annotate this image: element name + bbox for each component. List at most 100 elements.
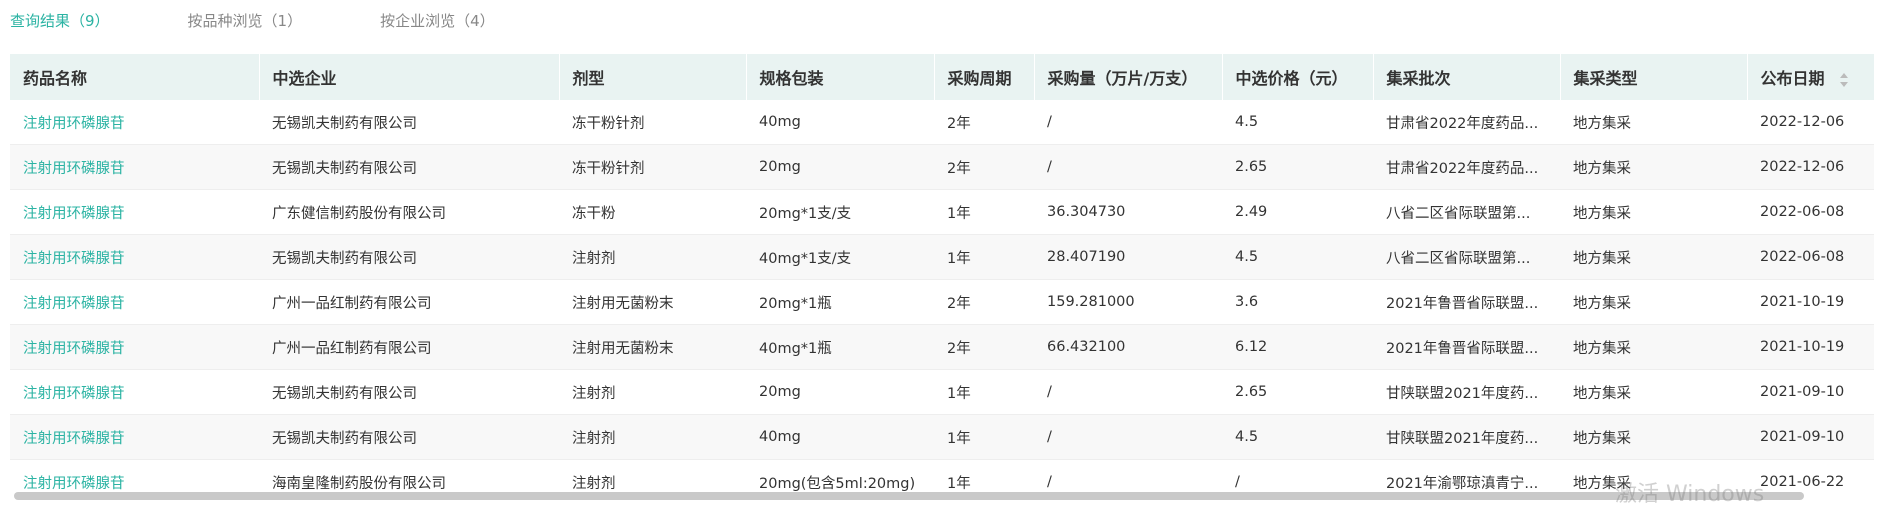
table-cell: 2021-06-22 — [1747, 459, 1874, 495]
table-cell: 40mg*1瓶 — [746, 324, 934, 370]
tab[interactable]: 按企业浏览（4） — [380, 12, 495, 30]
table-body: 注射用环磷腺苷 无锡凯夫制药有限公司 冻干粉针剂 40mg 2年/4.5 甘肃省2022年… — [10, 100, 1874, 495]
horizontal-scrollbar[interactable] — [14, 492, 1804, 500]
tab[interactable]: 按品种浏览（1） — [187, 12, 303, 30]
column-header: 规格包装 — [746, 54, 935, 100]
table-cell: 66.432100 — [1034, 324, 1222, 370]
result-table: 药品名称 中选企业 剂型 规格包装 采购周期 采购量（万片/万支） 中选价格（元） 集采批次 集… — [10, 54, 1874, 495]
table-cell: 地方集采 — [1560, 144, 1747, 190]
table-cell: 6.12 — [1222, 324, 1373, 370]
table-cell: 地方集采 — [1560, 189, 1747, 235]
column-header: 集采批次 — [1373, 54, 1561, 100]
table-cell: 2021-09-10 — [1747, 369, 1874, 415]
drug-link[interactable]: 注射用环磷腺苷 — [10, 459, 259, 495]
column-header: 中选企业 — [259, 54, 560, 100]
table-cell: 28.407190 — [1034, 234, 1222, 280]
header-text: 剂型 — [572, 69, 605, 88]
table-cell: 36.304730 — [1034, 189, 1222, 235]
table-row: 注射用环磷腺苷 海南皇隆制药股份有限公司 注射剂 20mg(包含5ml:20mg) 1年… — [10, 459, 1874, 495]
tabs: 查询结果（9） 按品种浏览（1） 按企业浏览（4） — [10, 8, 573, 34]
table-cell: 2年 — [934, 279, 1034, 325]
table-cell: 无锡凯夫制药有限公司 — [259, 100, 559, 145]
table-cell: 40mg*1支/支 — [746, 234, 934, 280]
table-cell: 广州一品红制药有限公司 — [259, 324, 559, 370]
table-cell: 2022-06-08 — [1747, 189, 1874, 235]
table-cell: 20mg — [746, 369, 934, 415]
table-cell: 1年 — [934, 369, 1034, 415]
drug-link[interactable]: 注射用环磷腺苷 — [10, 414, 259, 460]
table-cell: 4.5 — [1222, 414, 1373, 460]
drug-link[interactable]: 注射用环磷腺苷 — [10, 324, 259, 370]
table-cell: 地方集采 — [1560, 324, 1747, 370]
header-text: 采购量（万片/万支） — [1047, 69, 1198, 88]
table-cell: 2年 — [934, 324, 1034, 370]
column-header: 剂型 — [559, 54, 747, 100]
table-cell: 2022-06-08 — [1747, 234, 1874, 280]
table-cell: 海南皇隆制药股份有限公司 — [259, 459, 559, 495]
table-cell: 2.65 — [1222, 369, 1373, 415]
table-row: 注射用环磷腺苷 无锡凯夫制药有限公司 注射剂 40mg 1年/4.5 甘陕联盟2021年度… — [10, 414, 1874, 460]
table-cell: 159.281000 — [1034, 279, 1222, 325]
table-cell: 2021-10-19 — [1747, 324, 1874, 370]
table-cell: 20mg*1瓶 — [746, 279, 934, 325]
table-cell: 20mg — [746, 144, 934, 190]
table-cell: 地方集采 — [1560, 459, 1747, 495]
table-cell: 1年 — [934, 459, 1034, 495]
table-cell: 甘陕联盟2021年度药... — [1373, 414, 1560, 460]
column-header: 采购周期 — [934, 54, 1035, 100]
sort-icon[interactable] — [1839, 72, 1849, 88]
table-cell: 注射剂 — [559, 234, 746, 280]
drug-link[interactable]: 注射用环磷腺苷 — [10, 189, 259, 235]
header-text: 中选价格（元） — [1235, 69, 1348, 88]
table-cell: 20mg*1支/支 — [746, 189, 934, 235]
drug-link[interactable]: 注射用环磷腺苷 — [10, 369, 259, 415]
table-cell: 注射剂 — [559, 369, 746, 415]
table-cell: 2.49 — [1222, 189, 1373, 235]
drug-link[interactable]: 注射用环磷腺苷 — [10, 100, 259, 145]
table-cell: / — [1034, 144, 1222, 190]
table-cell: 1年 — [934, 189, 1034, 235]
table-cell: 地方集采 — [1560, 234, 1747, 280]
table-cell: 4.5 — [1222, 100, 1373, 145]
table-cell: 1年 — [934, 414, 1034, 460]
header-text: 药品名称 — [23, 69, 88, 88]
drug-link[interactable]: 注射用环磷腺苷 — [10, 279, 259, 325]
table-cell: 注射剂 — [559, 459, 746, 495]
table-row: 注射用环磷腺苷 无锡凯夫制药有限公司 注射剂 40mg*1支/支 1年 28.407190… — [10, 234, 1874, 280]
table-cell: 40mg — [746, 414, 934, 460]
column-header[interactable]: 公布日期 — [1747, 54, 1874, 100]
header-text: 规格包装 — [759, 69, 824, 88]
tab[interactable]: 查询结果（9） — [10, 12, 110, 30]
table-cell: 无锡凯夫制药有限公司 — [259, 369, 559, 415]
table-cell: 2022-12-06 — [1747, 144, 1874, 190]
table-row: 注射用环磷腺苷 广州一品红制药有限公司 注射用无菌粉末 20mg*1瓶 2年 159.28… — [10, 279, 1874, 325]
header-text: 集采类型 — [1573, 69, 1638, 88]
column-header: 药品名称 — [10, 54, 260, 100]
header-row: 药品名称 中选企业 剂型 规格包装 采购周期 采购量（万片/万支） 中选价格（元） 集采批次 集… — [10, 54, 1874, 100]
table-cell: 2021-10-19 — [1747, 279, 1874, 325]
table-cell: 2年 — [934, 144, 1034, 190]
table-cell: 广东健信制药股份有限公司 — [259, 189, 559, 235]
table-cell: 冻干粉针剂 — [559, 100, 746, 145]
table-cell: 甘陕联盟2021年度药... — [1373, 369, 1560, 415]
header-text: 集采批次 — [1386, 69, 1451, 88]
table-cell: 4.5 — [1222, 234, 1373, 280]
table-row: 注射用环磷腺苷 无锡凯夫制药有限公司 冻干粉针剂 40mg 2年/4.5 甘肃省2022年… — [10, 100, 1874, 145]
table-cell: / — [1034, 414, 1222, 460]
table-cell: 无锡凯夫制药有限公司 — [259, 414, 559, 460]
table-cell: 地方集采 — [1560, 369, 1747, 415]
table-cell: 2021年鲁晋省际联盟... — [1373, 324, 1560, 370]
table-cell: 广州一品红制药有限公司 — [259, 279, 559, 325]
table-cell: 3.6 — [1222, 279, 1373, 325]
table-cell: 2021年渝鄂琼滇青宁... — [1373, 459, 1560, 495]
watermark: 激活 Windows — [1615, 482, 1765, 507]
drug-link[interactable]: 注射用环磷腺苷 — [10, 234, 259, 280]
column-header: 中选价格（元） — [1222, 54, 1374, 100]
table-cell: 2021-09-10 — [1747, 414, 1874, 460]
header-text: 公布日期 — [1760, 69, 1825, 88]
table-cell: 地方集采 — [1560, 100, 1747, 145]
table-cell: 2022-12-06 — [1747, 100, 1874, 145]
drug-link[interactable]: 注射用环磷腺苷 — [10, 144, 259, 190]
table-cell: 注射用无菌粉末 — [559, 324, 746, 370]
